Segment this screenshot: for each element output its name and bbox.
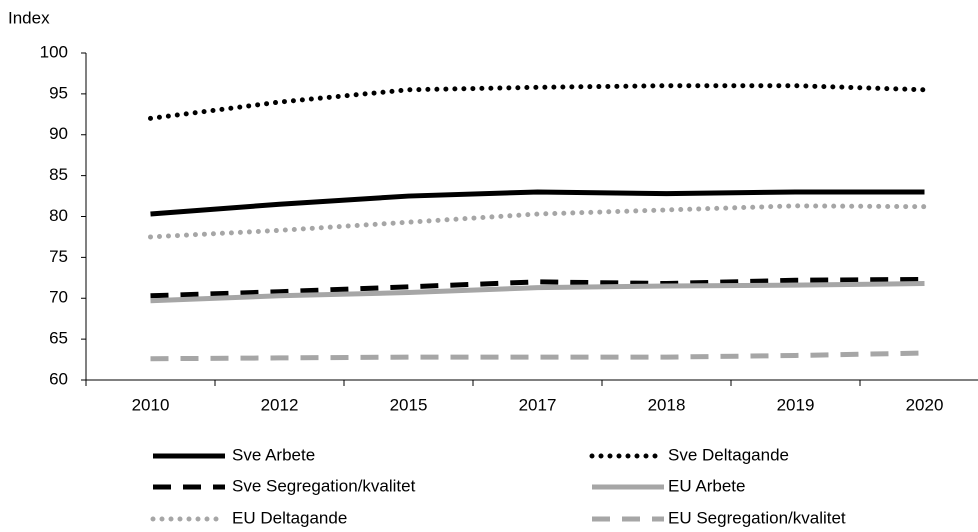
y-tick-label: 75 [49, 247, 68, 266]
line-series [150, 276, 925, 299]
x-tick-label: 2020 [906, 395, 944, 414]
y-axis-label: Index [8, 8, 50, 27]
legend-label: EU Segregation/kvalitet [668, 508, 846, 527]
y-tick-label: 70 [49, 288, 68, 307]
x-tick-label: 2017 [519, 395, 557, 414]
line-series [150, 350, 925, 362]
x-tick-label: 2018 [648, 395, 686, 414]
legend-label: Sve Deltagande [668, 445, 789, 464]
y-tick-label: 100 [40, 42, 68, 61]
x-tick-label: 2019 [777, 395, 815, 414]
line-series [150, 189, 925, 217]
y-tick-label: 95 [49, 83, 68, 102]
line-series [148, 83, 927, 121]
line-series [148, 203, 927, 240]
legend-label: Sve Segregation/kvalitet [232, 476, 416, 495]
x-tick-label: 2015 [390, 395, 428, 414]
legend-label: EU Arbete [668, 476, 746, 495]
y-tick-label: 80 [49, 206, 68, 225]
line-series [150, 281, 925, 304]
legend-label: EU Deltagande [232, 508, 347, 527]
y-tick-label: 65 [49, 329, 68, 348]
x-tick-label: 2010 [132, 395, 170, 414]
y-tick-label: 90 [49, 124, 68, 143]
y-tick-label: 60 [49, 369, 68, 388]
x-tick-label: 2012 [261, 395, 299, 414]
y-tick-label: 85 [49, 165, 68, 184]
legend-label: Sve Arbete [232, 445, 315, 464]
